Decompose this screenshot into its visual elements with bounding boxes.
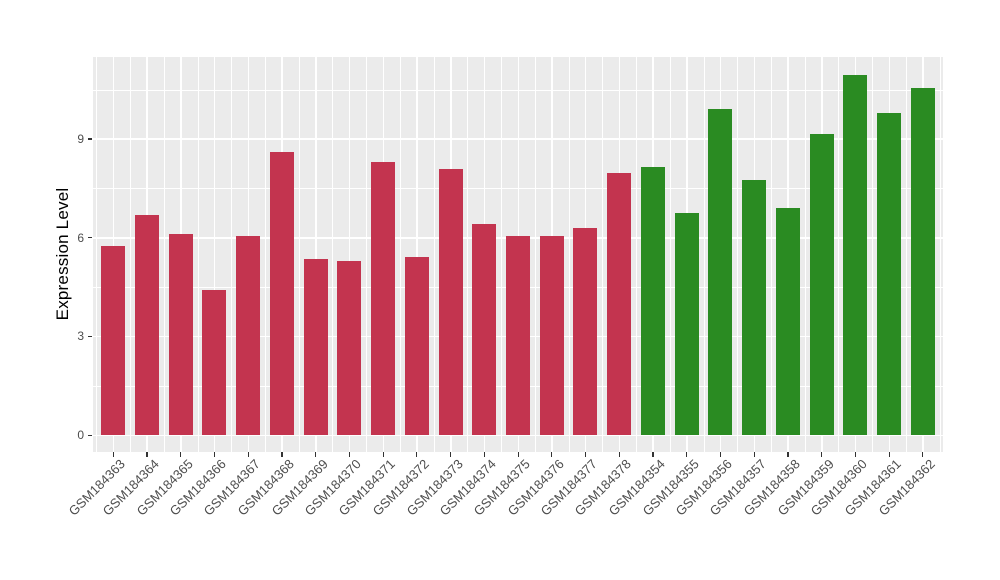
x-tick-mark xyxy=(146,452,148,457)
minor-vertical-gridline xyxy=(872,57,874,452)
minor-vertical-gridline xyxy=(433,57,435,452)
minor-vertical-gridline xyxy=(501,57,503,452)
minor-vertical-gridline xyxy=(568,57,570,452)
y-tick-label: 3 xyxy=(77,329,84,344)
major-vertical-gridline xyxy=(213,57,216,452)
bar-GSM184374 xyxy=(472,224,497,435)
x-tick-mark xyxy=(787,452,789,457)
minor-vertical-gridline xyxy=(366,57,368,452)
x-tick-mark xyxy=(888,452,890,457)
minor-vertical-gridline xyxy=(534,57,536,452)
bar-GSM184373 xyxy=(438,168,463,435)
x-tick-mark xyxy=(483,452,485,457)
bar-GSM184372 xyxy=(404,257,429,435)
bar-GSM184355 xyxy=(674,212,699,435)
x-tick-mark xyxy=(652,452,654,457)
plot-panel xyxy=(93,57,943,452)
minor-vertical-gridline xyxy=(265,57,267,452)
y-tick-mark xyxy=(88,237,92,239)
x-tick-mark xyxy=(315,452,317,457)
x-tick-mark xyxy=(348,452,351,457)
x-tick-mark xyxy=(416,452,418,457)
bar-GSM184369 xyxy=(303,258,328,435)
bar-GSM184358 xyxy=(775,207,800,435)
x-tick-mark xyxy=(618,452,620,457)
y-tick-label: 6 xyxy=(77,230,84,245)
minor-vertical-gridline xyxy=(939,57,941,452)
bar-GSM184356 xyxy=(708,109,733,435)
x-tick-mark xyxy=(854,452,856,457)
bar-GSM184363 xyxy=(101,245,126,435)
bar-GSM184371 xyxy=(371,161,396,435)
x-tick-mark xyxy=(382,452,384,457)
x-tick-mark xyxy=(922,452,924,457)
x-tick-mark xyxy=(551,452,553,457)
minor-vertical-gridline xyxy=(636,57,638,452)
bar-GSM184378 xyxy=(607,173,632,435)
bar-GSM184361 xyxy=(877,112,902,435)
x-tick-mark xyxy=(450,452,452,457)
bar-GSM184368 xyxy=(269,152,294,435)
minor-vertical-gridline xyxy=(231,57,233,452)
y-tick-mark xyxy=(88,335,92,337)
x-tick-mark xyxy=(584,452,587,457)
x-tick-mark xyxy=(213,452,216,457)
bar-GSM184366 xyxy=(202,290,227,435)
y-axis-title: Expression Level xyxy=(53,187,72,321)
bar-GSM184377 xyxy=(573,227,598,435)
minor-vertical-gridline xyxy=(905,57,907,452)
x-tick-mark xyxy=(686,452,688,457)
major-vertical-gridline xyxy=(416,57,418,452)
minor-vertical-gridline xyxy=(602,57,604,452)
minor-vertical-gridline xyxy=(669,57,671,452)
y-tick-mark xyxy=(88,138,92,140)
bar-GSM184375 xyxy=(506,235,530,435)
y-tick-label: 0 xyxy=(77,428,84,442)
minor-vertical-gridline xyxy=(770,57,772,452)
x-tick-mark xyxy=(180,452,182,457)
x-tick-mark xyxy=(247,452,249,457)
x-tick-mark xyxy=(517,452,519,457)
minor-vertical-gridline xyxy=(163,57,165,452)
bar-GSM184370 xyxy=(337,260,362,435)
minor-vertical-gridline xyxy=(838,57,840,452)
bar-GSM184365 xyxy=(168,234,193,435)
minor-vertical-gridline xyxy=(298,57,300,452)
x-tick-mark xyxy=(821,452,823,457)
bar-GSM184359 xyxy=(809,133,834,435)
minor-vertical-gridline xyxy=(804,57,806,452)
bar-GSM184364 xyxy=(134,214,159,435)
bar-GSM184367 xyxy=(236,235,261,435)
minor-vertical-gridline xyxy=(399,57,401,452)
bar-GSM184354 xyxy=(640,166,665,435)
y-tick-label: 9 xyxy=(77,131,84,146)
bar-GSM184360 xyxy=(843,74,868,435)
minor-vertical-gridline xyxy=(130,57,132,452)
bar-GSM184376 xyxy=(539,235,564,435)
minor-vertical-gridline xyxy=(332,57,334,452)
y-tick-mark xyxy=(88,434,92,436)
x-tick-mark xyxy=(112,452,114,457)
bar-GSM184362 xyxy=(910,87,935,435)
minor-vertical-gridline xyxy=(737,57,739,452)
major-vertical-gridline xyxy=(315,57,317,452)
bar-GSM184357 xyxy=(742,180,767,435)
x-tick-mark xyxy=(281,452,283,457)
x-tick-mark xyxy=(753,452,755,457)
major-vertical-gridline xyxy=(348,57,351,452)
x-tick-mark xyxy=(719,452,722,457)
minor-vertical-gridline xyxy=(703,57,705,452)
minor-vertical-gridline xyxy=(467,57,469,452)
minor-vertical-gridline xyxy=(197,57,199,452)
minor-vertical-gridline xyxy=(96,57,98,452)
